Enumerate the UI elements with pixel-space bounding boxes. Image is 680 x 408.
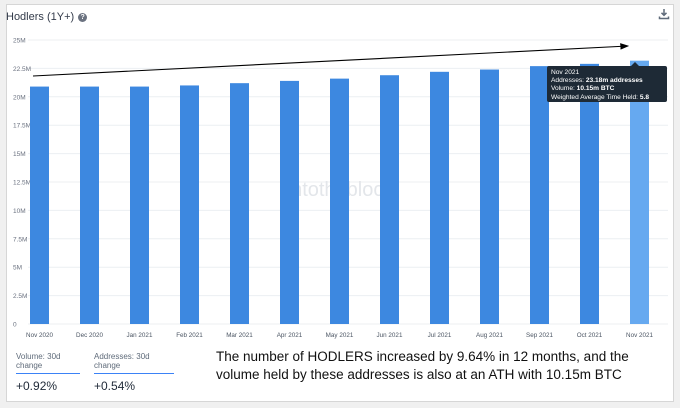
addresses-change-stat: Addresses: 30d change +0.54% [94,352,174,393]
x-tick-label: Dec 2020 [76,332,103,339]
volume-change-label: Volume: 30d change [16,352,80,374]
chart-header: Hodlers (1Y+) ? [6,9,88,25]
bar-aug-2021[interactable] [480,69,499,324]
x-tick-label: May 2021 [326,332,354,339]
addresses-change-label: Addresses: 30d change [94,352,174,374]
x-tick-label: Apr 2021 [277,332,303,339]
x-tick-label: Jan 2021 [127,332,153,339]
y-tick-label: 15M [13,151,26,158]
volume-change-value: +0.92% [16,379,58,393]
bar-jan-2021[interactable] [130,86,149,325]
tooltip-volume: Volume: 10.15m BTC [551,85,615,93]
bar-jun-2021[interactable] [380,75,399,324]
x-tick-label: Aug 2021 [476,332,503,339]
help-icon[interactable]: ? [78,12,88,22]
x-tick-label: Sep 2021 [526,332,553,339]
bar-may-2021[interactable] [330,78,349,325]
bar-apr-2021[interactable] [280,80,299,325]
y-tick-label: 20M [13,94,26,101]
bar-dec-2020[interactable] [80,86,99,325]
bar-sep-2021[interactable] [530,66,549,325]
y-tick-label: 7.5M [13,236,27,243]
bar-mar-2021[interactable] [230,83,249,324]
tooltip-arrow [630,62,640,67]
tooltip-addresses: Addresses: 23.18m addresses [551,77,643,85]
trend-arrow [32,43,630,77]
bar-jul-2021[interactable] [430,71,449,324]
y-tick-label: 22.5M [13,66,31,73]
download-icon[interactable] [658,8,670,20]
chart-title: Hodlers (1Y+) [6,11,75,23]
bar-oct-2021[interactable] [580,63,599,325]
annotation-caption: The number of HODLERS increased by 9.64%… [216,349,629,382]
y-tick-label: 5M [13,265,22,272]
tooltip-date: Nov 2021 [551,69,580,76]
y-tick-label: 12.5M [13,180,31,187]
volume-change-stat: Volume: 30d change +0.92% [16,352,80,393]
x-tick-label: Nov 2020 [26,332,53,339]
bar-tooltip: Nov 2021 Addresses: 23.18m addresses Vol… [547,66,667,109]
x-tick-label: Feb 2021 [176,332,203,339]
y-tick-label: 17.5M [13,123,31,130]
x-tick-label: Nov 2021 [626,332,653,339]
addresses-change-value: +0.54% [94,379,136,393]
bar-feb-2021[interactable] [180,85,199,324]
tooltip-time-held: Weighted Average Time Held: 5.8 years [551,93,650,109]
x-tick-label: Jun 2021 [377,332,403,339]
x-tick-label: Oct 2021 [577,332,603,339]
y-tick-label: 0 [13,322,17,329]
y-tick-label: 10M [13,208,26,215]
x-tick-label: Jul 2021 [428,332,452,339]
y-tick-label: 2.5M [13,293,27,300]
bar-nov-2020[interactable] [30,86,49,325]
x-tick-label: Mar 2021 [226,332,253,339]
bar-nov-2021[interactable] [630,60,649,324]
y-tick-label: 25M [13,38,26,45]
